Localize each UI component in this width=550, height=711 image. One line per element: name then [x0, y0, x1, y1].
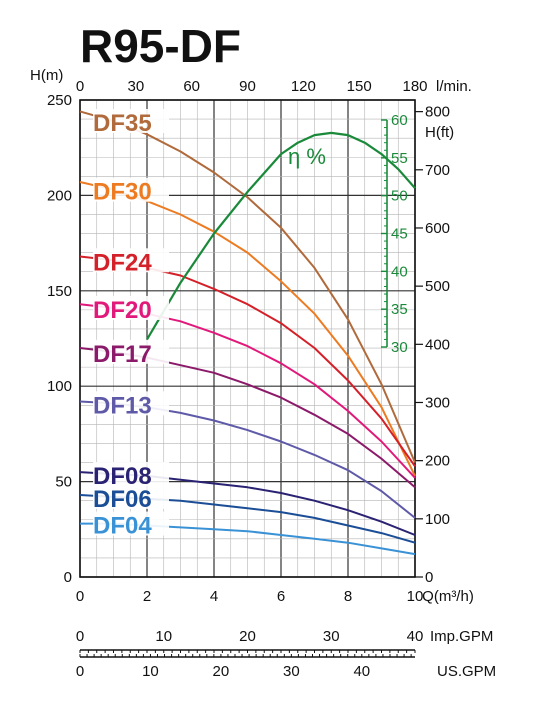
- x-tick-label-q: 8: [344, 588, 352, 605]
- x-tick-label-q: 4: [210, 588, 218, 605]
- axes: 0 2 4 6 8 10Q(m³/h) 0 30 60 90 120 150 180 l/min. 0 50 1…: [30, 67, 474, 605]
- series-label-df13: DF13: [93, 392, 152, 419]
- x-tick-label-lmin: 120: [291, 78, 316, 95]
- imp-gpm-tick-label: 10: [155, 628, 172, 645]
- y-tick-label-ft: 600: [425, 220, 450, 237]
- efficiency-tick-label: 45: [391, 226, 408, 243]
- series-label-df04: DF04: [93, 513, 152, 540]
- y-tick-label-m: 50: [55, 474, 72, 491]
- x-axis-label-q: Q(m³/h): [422, 588, 474, 605]
- efficiency-tick-label: 35: [391, 301, 408, 318]
- x-tick-label-q: 2: [143, 588, 151, 605]
- us-gpm-tick-label: 30: [283, 663, 300, 680]
- us-gpm-tick-label: 20: [213, 663, 230, 680]
- imp-gpm-tick-label: 20: [239, 628, 256, 645]
- efficiency-tick-label: 55: [391, 150, 408, 167]
- efficiency-tick-label: 50: [391, 188, 408, 205]
- series-label-df06: DF06: [93, 486, 152, 513]
- efficiency-curve: [146, 131, 416, 340]
- series-label-df20: DF20: [93, 297, 152, 324]
- y-tick-label-m: 200: [47, 187, 72, 204]
- y-tick-label-ft: 200: [425, 453, 450, 470]
- series-label-bg: [93, 108, 169, 133]
- y-tick-label-ft: 800: [425, 104, 450, 121]
- y-tick-label-m: 0: [64, 569, 72, 586]
- us-gpm-tick-label: 0: [76, 663, 84, 680]
- x-tick-label-lmin: 30: [127, 78, 144, 95]
- y-axis-label-m: H(m): [30, 67, 63, 84]
- us-gpm-label: US.GPM: [437, 663, 496, 680]
- series-label-bg: [93, 248, 169, 273]
- y-tick-label-ft: 400: [425, 336, 450, 353]
- y-tick-label-ft: 500: [425, 278, 450, 295]
- series-label-bg: [93, 391, 169, 416]
- imp-gpm-label: Imp.GPM: [430, 628, 493, 645]
- imp-gpm-tick-label: 30: [323, 628, 340, 645]
- series-label-bg: [93, 461, 169, 486]
- efficiency-tick-label: 30: [391, 339, 408, 356]
- gpm-scales: 0 10 20 30 40 Imp.GPM 0 10 20 30 40 US.GPM: [76, 628, 496, 680]
- us-gpm-tick-label: 10: [142, 663, 159, 680]
- y-tick-label-ft: 0: [425, 569, 433, 586]
- series-label-df30: DF30: [93, 179, 152, 206]
- x-tick-label-q: 6: [277, 588, 285, 605]
- y-tick-label-ft: 100: [425, 511, 450, 528]
- imp-gpm-tick-label: 40: [407, 628, 424, 645]
- series-label-df17: DF17: [93, 341, 152, 368]
- series-label-bg: [93, 295, 169, 320]
- plot-frame: [79, 99, 416, 578]
- x-tick-label-lmin: 60: [183, 78, 200, 95]
- y-tick-label-m: 150: [47, 283, 72, 300]
- efficiency-tick-label: 40: [391, 263, 408, 280]
- x-tick-label-lmin: 0: [76, 78, 84, 95]
- x-axis-label-lmin: l/min.: [436, 78, 472, 95]
- series-label-df35: DF35: [93, 110, 152, 137]
- y-tick-label-m: 250: [47, 92, 72, 109]
- x-tick-label-lmin: 180: [402, 78, 427, 95]
- y-axis-label-ft: H(ft): [425, 124, 454, 141]
- y-tick-label-ft: 700: [425, 162, 450, 179]
- series-label-df24: DF24: [93, 249, 152, 276]
- efficiency-tick-label: 60: [391, 112, 408, 129]
- series-label-bg: [93, 177, 169, 202]
- x-tick-label-q: 0: [76, 588, 84, 605]
- x-tick-label-lmin: 90: [239, 78, 256, 95]
- us-gpm-tick-label: 40: [353, 663, 370, 680]
- x-tick-label-lmin: 150: [347, 78, 372, 95]
- series-label-bg: [93, 484, 169, 509]
- chart-title: R95-DF: [80, 20, 241, 72]
- series-label-bg: [93, 339, 169, 364]
- x-tick-label-q: 10: [407, 588, 424, 605]
- imp-gpm-tick-label: 0: [76, 628, 84, 645]
- series-label-bg: [93, 511, 169, 536]
- efficiency-curve-group: η %: [146, 131, 416, 340]
- y-tick-label-ft: 300: [425, 394, 450, 411]
- efficiency-curve-label: η %: [288, 144, 326, 169]
- y-tick-label-m: 100: [47, 378, 72, 395]
